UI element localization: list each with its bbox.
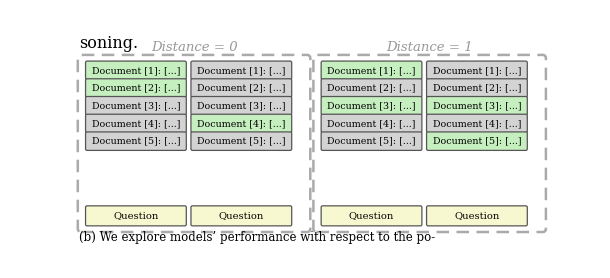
- Text: Document [5]: [...]: Document [5]: [...]: [92, 137, 180, 146]
- Text: Question: Question: [113, 211, 159, 220]
- Text: (b) We explore models’ performance with respect to the po-: (b) We explore models’ performance with …: [79, 231, 436, 244]
- FancyBboxPatch shape: [85, 61, 186, 80]
- Text: Document [5]: [...]: Document [5]: [...]: [197, 137, 285, 146]
- FancyBboxPatch shape: [321, 61, 422, 80]
- FancyBboxPatch shape: [191, 114, 292, 133]
- Text: Document [2]: [...]: Document [2]: [...]: [432, 83, 521, 93]
- FancyBboxPatch shape: [426, 206, 527, 226]
- Text: Question: Question: [454, 211, 500, 220]
- FancyBboxPatch shape: [321, 206, 422, 226]
- FancyBboxPatch shape: [78, 55, 310, 232]
- FancyBboxPatch shape: [85, 96, 186, 115]
- FancyBboxPatch shape: [426, 61, 527, 80]
- Text: Document [1]: [...]: Document [1]: [...]: [197, 66, 285, 75]
- Text: Document [1]: [...]: Document [1]: [...]: [432, 66, 521, 75]
- FancyBboxPatch shape: [85, 132, 186, 150]
- Text: Document [3]: [...]: Document [3]: [...]: [197, 101, 285, 110]
- FancyBboxPatch shape: [426, 96, 527, 115]
- FancyBboxPatch shape: [321, 96, 422, 115]
- FancyBboxPatch shape: [426, 79, 527, 97]
- FancyBboxPatch shape: [191, 79, 292, 97]
- Text: soning.: soning.: [79, 35, 138, 52]
- Text: Question: Question: [349, 211, 394, 220]
- Text: Document [1]: [...]: Document [1]: [...]: [92, 66, 180, 75]
- FancyBboxPatch shape: [321, 79, 422, 97]
- Text: Document [1]: [...]: Document [1]: [...]: [328, 66, 416, 75]
- FancyBboxPatch shape: [191, 96, 292, 115]
- FancyBboxPatch shape: [191, 132, 292, 150]
- FancyBboxPatch shape: [85, 114, 186, 133]
- Text: Document [3]: [...]: Document [3]: [...]: [92, 101, 180, 110]
- Text: Document [3]: [...]: Document [3]: [...]: [432, 101, 521, 110]
- Text: Document [3]: [...]: Document [3]: [...]: [327, 101, 416, 110]
- Text: Distance = 0: Distance = 0: [151, 41, 237, 54]
- FancyBboxPatch shape: [191, 61, 292, 80]
- FancyBboxPatch shape: [191, 206, 292, 226]
- Text: Document [5]: [...]: Document [5]: [...]: [432, 137, 521, 146]
- Text: Document [4]: [...]: Document [4]: [...]: [432, 119, 521, 128]
- FancyBboxPatch shape: [321, 114, 422, 133]
- FancyBboxPatch shape: [314, 55, 546, 232]
- Text: Document [4]: [...]: Document [4]: [...]: [92, 119, 180, 128]
- Text: Document [4]: [...]: Document [4]: [...]: [328, 119, 416, 128]
- FancyBboxPatch shape: [85, 206, 186, 226]
- FancyBboxPatch shape: [321, 132, 422, 150]
- Text: Distance = 1: Distance = 1: [386, 41, 473, 54]
- FancyBboxPatch shape: [426, 114, 527, 133]
- Text: Document [2]: [...]: Document [2]: [...]: [92, 83, 180, 93]
- Text: Document [2]: [...]: Document [2]: [...]: [328, 83, 416, 93]
- Text: Document [2]: [...]: Document [2]: [...]: [197, 83, 285, 93]
- FancyBboxPatch shape: [426, 132, 527, 150]
- Text: Question: Question: [218, 211, 264, 220]
- Text: Document [5]: [...]: Document [5]: [...]: [327, 137, 416, 146]
- FancyBboxPatch shape: [85, 79, 186, 97]
- Text: Document [4]: [...]: Document [4]: [...]: [197, 119, 285, 128]
